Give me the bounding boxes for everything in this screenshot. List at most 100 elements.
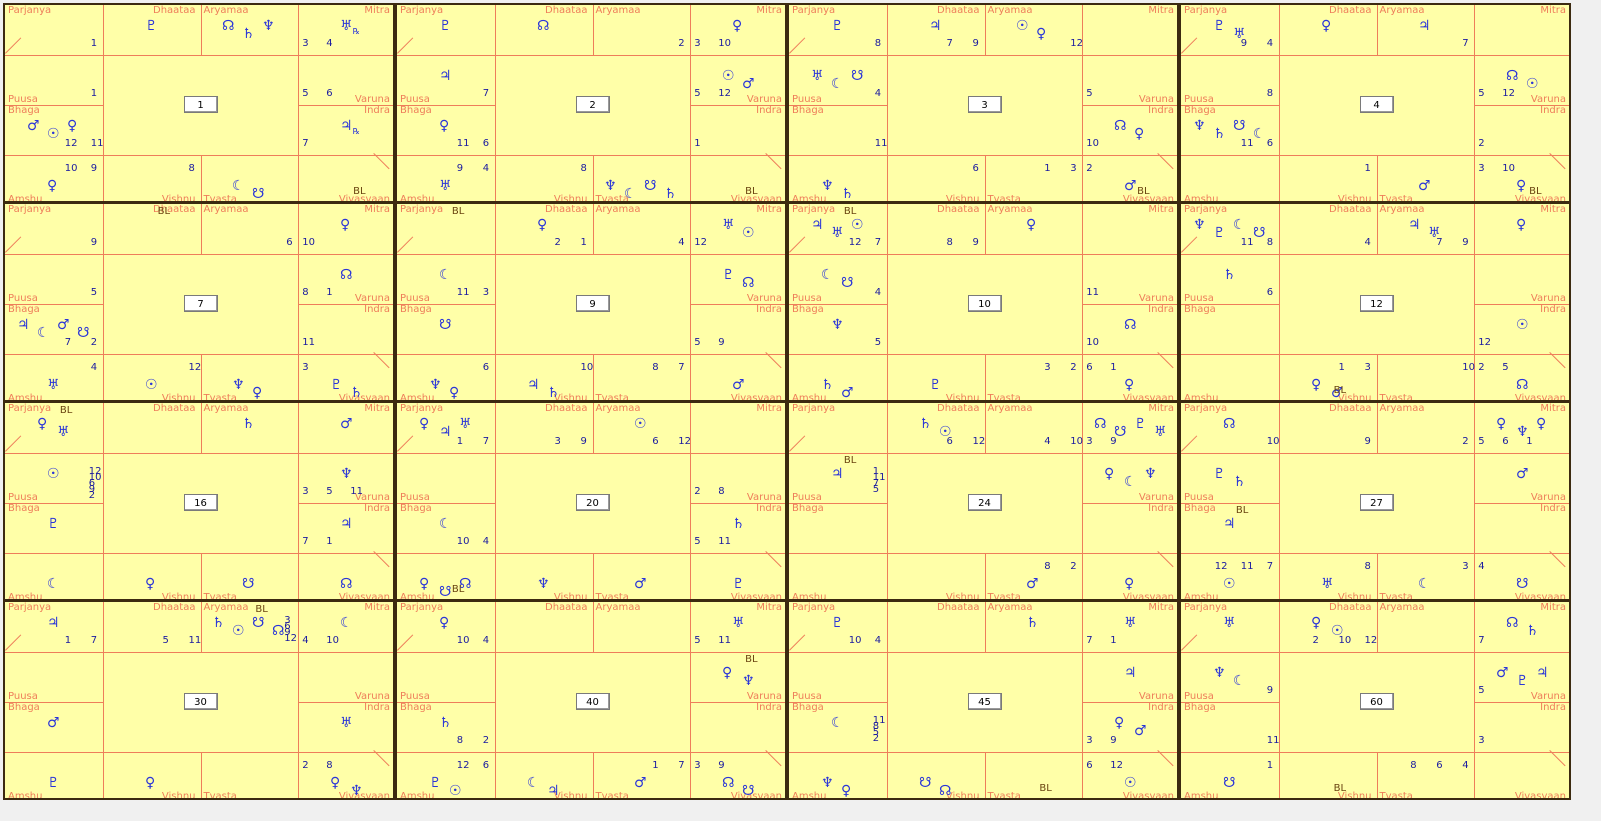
venus-icon[interactable]: ♀ <box>1026 217 1037 233</box>
mars-icon[interactable]: ♂ <box>732 377 745 393</box>
neptune-icon[interactable]: ♆ <box>1213 665 1226 681</box>
neptune-icon[interactable]: ♆ <box>1144 466 1157 482</box>
venus-icon[interactable]: ♀ <box>1321 18 1332 34</box>
ketu-node-icon[interactable]: ☋ <box>1223 775 1236 791</box>
neptune-icon[interactable]: ♆ <box>1193 118 1206 134</box>
moon-icon[interactable]: ☾ <box>1233 217 1246 233</box>
jupiter-icon[interactable]: ♃ <box>1223 516 1236 532</box>
mars-icon[interactable]: ♂ <box>1418 178 1431 194</box>
sun-icon[interactable]: ☉ <box>145 377 158 393</box>
uranus-icon[interactable]: ♅ <box>57 424 70 440</box>
venus-icon[interactable]: ♀ <box>732 18 743 34</box>
mars-icon[interactable]: ♂ <box>1496 665 1509 681</box>
rahu-node-icon[interactable]: ☊ <box>939 783 952 799</box>
pluto-icon[interactable]: ♇ <box>47 516 60 532</box>
uranus-icon[interactable]: ♅ <box>1154 424 1167 440</box>
chart-label-button[interactable]: 24 <box>967 494 1002 511</box>
moon-icon[interactable]: ☾ <box>340 615 353 631</box>
pluto-icon[interactable]: ♇ <box>831 18 844 34</box>
sun-icon[interactable]: ☉ <box>1526 76 1539 92</box>
jupiter-icon[interactable]: ♃ <box>439 68 452 84</box>
jupiter-icon[interactable]: ♃ <box>1418 18 1431 34</box>
jupiter-icon[interactable]: ♃ <box>340 516 353 532</box>
moon-icon[interactable]: ☾ <box>47 576 60 592</box>
ketu-node-icon[interactable]: ☋ <box>1114 424 1127 440</box>
pluto-icon[interactable]: ♇ <box>732 576 745 592</box>
neptune-icon[interactable]: ♆ <box>350 783 363 799</box>
saturn-icon[interactable]: ♄ <box>439 715 452 731</box>
saturn-icon[interactable]: ♄ <box>242 26 255 42</box>
rahu-node-icon[interactable]: ☊ <box>1094 416 1107 432</box>
sun-icon[interactable]: ☉ <box>449 783 462 799</box>
chart-label-button[interactable]: 3 <box>967 96 1002 113</box>
venus-icon[interactable]: ♀ <box>439 118 450 134</box>
mars-icon[interactable]: ♂ <box>1134 723 1147 739</box>
pluto-icon[interactable]: ♇ <box>330 377 343 393</box>
sun-icon[interactable]: ☉ <box>47 466 60 482</box>
venus-icon[interactable]: ♀ <box>145 576 156 592</box>
chart-label-button[interactable]: 30 <box>183 693 218 710</box>
neptune-icon[interactable]: ♆ <box>429 377 442 393</box>
rahu-node-icon[interactable]: ☊ <box>742 275 755 291</box>
jupiter-icon[interactable]: ♃ <box>527 377 540 393</box>
neptune-icon[interactable]: ♆ <box>232 377 245 393</box>
neptune-icon[interactable]: ♆ <box>604 178 617 194</box>
pluto-icon[interactable]: ♇ <box>1213 225 1226 241</box>
ketu-node-icon[interactable]: ☋ <box>1516 576 1529 592</box>
pluto-icon[interactable]: ♇ <box>929 377 942 393</box>
uranus-icon[interactable]: ♅ <box>811 68 824 84</box>
venus-icon[interactable]: ♀ <box>1516 178 1527 194</box>
venus-icon[interactable]: ♀ <box>537 217 548 233</box>
venus-icon[interactable]: ♀ <box>330 775 341 791</box>
pluto-icon[interactable]: ♇ <box>1213 466 1226 482</box>
jupiter-icon[interactable]: ♃ <box>1536 665 1549 681</box>
mars-icon[interactable]: ♂ <box>1124 178 1137 194</box>
rahu-node-icon[interactable]: ☊ <box>1223 416 1236 432</box>
rahu-node-icon[interactable]: ☊ <box>537 18 550 34</box>
venus-icon[interactable]: ♀ <box>67 118 78 134</box>
pluto-icon[interactable]: ♇ <box>722 267 735 283</box>
mars-icon[interactable]: ♂ <box>340 416 353 432</box>
chart-label-button[interactable]: 40 <box>575 693 610 710</box>
uranus-icon[interactable]: ♅ <box>439 178 452 194</box>
saturn-icon[interactable]: ♄ <box>821 377 834 393</box>
venus-icon[interactable]: ♀ <box>47 178 58 194</box>
pluto-icon[interactable]: ♇ <box>47 775 60 791</box>
venus-icon[interactable]: ♀ <box>722 665 733 681</box>
venus-icon[interactable]: ♀ <box>1134 126 1145 142</box>
saturn-icon[interactable]: ♄ <box>242 416 255 432</box>
sun-icon[interactable]: ☉ <box>722 68 735 84</box>
saturn-icon[interactable]: ♄ <box>1223 267 1236 283</box>
rahu-node-icon[interactable]: ☊ <box>459 576 472 592</box>
sun-icon[interactable]: ☉ <box>742 225 755 241</box>
neptune-icon[interactable]: ♆ <box>821 775 834 791</box>
chart-label-button[interactable]: 16 <box>183 494 218 511</box>
sun-icon[interactable]: ☉ <box>939 424 952 440</box>
venus-icon[interactable]: ♀ <box>439 615 450 631</box>
rahu-node-icon[interactable]: ☊ <box>1114 118 1127 134</box>
pluto-icon[interactable]: ♇ <box>145 18 158 34</box>
mars-icon[interactable]: ♂ <box>47 715 60 731</box>
moon-icon[interactable]: ☾ <box>232 178 245 194</box>
neptune-icon[interactable]: ♆ <box>831 317 844 333</box>
moon-icon[interactable]: ☾ <box>831 715 844 731</box>
moon-icon[interactable]: ☾ <box>37 325 50 341</box>
pluto-icon[interactable]: ♇ <box>439 18 452 34</box>
saturn-icon[interactable]: ♄ <box>1526 623 1539 639</box>
venus-icon[interactable]: ♀ <box>1124 377 1135 393</box>
mars-icon[interactable]: ♂ <box>634 775 647 791</box>
moon-icon[interactable]: ☾ <box>439 267 452 283</box>
sun-icon[interactable]: ☉ <box>1124 775 1137 791</box>
mars-icon[interactable]: ♂ <box>742 76 755 92</box>
sun-icon[interactable]: ☉ <box>1331 623 1344 639</box>
saturn-icon[interactable]: ♄ <box>547 385 560 401</box>
uranus-icon[interactable]: ♅ <box>340 715 353 731</box>
ketu-node-icon[interactable]: ☋ <box>851 68 864 84</box>
uranus-icon[interactable]: ♅ <box>1233 26 1246 42</box>
venus-icon[interactable]: ♀ <box>1536 416 1547 432</box>
pluto-icon[interactable]: ♇ <box>429 775 442 791</box>
uranus-icon[interactable]: ♅ <box>1321 576 1334 592</box>
venus-icon[interactable]: ♀ <box>1114 715 1125 731</box>
ketu-node-icon[interactable]: ☋ <box>644 178 657 194</box>
saturn-icon[interactable]: ♄ <box>732 516 745 532</box>
